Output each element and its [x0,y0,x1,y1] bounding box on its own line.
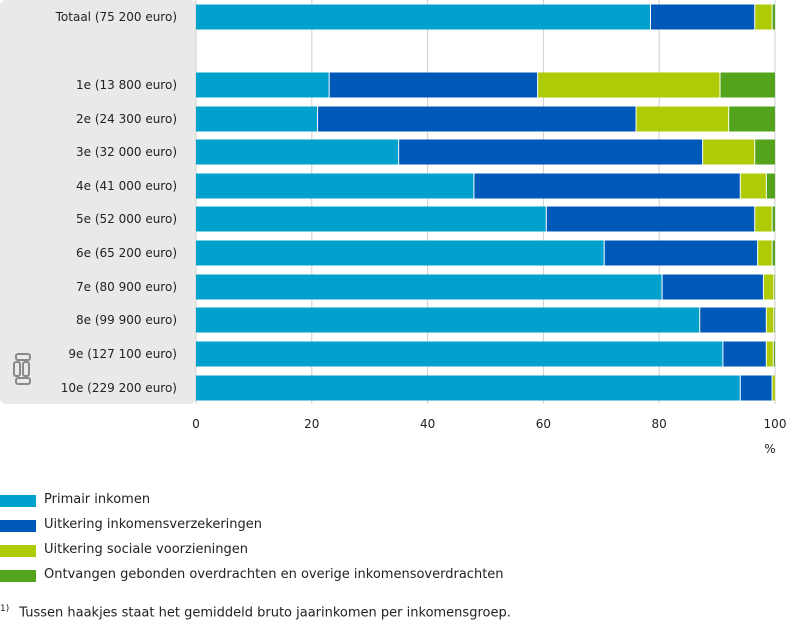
bar-verzekeringen-8 [699,307,767,333]
x-unit-label: % [764,442,775,456]
category-label-0: Totaal (75 200 euro) [55,10,177,24]
plot-panel [0,0,196,404]
bar-verzekeringen-4 [473,173,741,199]
legend-item-voorzieningen: Uitkering sociale voorzieningen [0,541,600,559]
x-tick-label-40: 40 [420,417,435,431]
legend-item-primair: Primair inkomen [0,491,600,509]
x-tick-label-80: 80 [652,417,667,431]
bar-primair-5 [196,206,547,232]
x-axis: 0 20 40 60 80 100 [192,417,786,431]
bar-voorzieningen-5 [754,206,773,232]
bar-voorzieningen-1 [537,72,720,98]
bar-verzekeringen-10 [740,375,773,401]
bar-voorzieningen-2 [636,106,729,132]
category-label-6: 6e (65 200 euro) [76,246,177,260]
bar-primair-0 [196,4,651,30]
category-label-4: 4e (41 000 euro) [76,179,177,193]
category-label-8: 8e (99 900 euro) [76,313,177,327]
cbs-logo-icon [13,353,31,385]
bar-overdrachten-4 [766,173,775,199]
legend-swatch-verzekeringen [0,520,36,532]
category-label-5: 5e (52 000 euro) [76,212,177,226]
bar-primair-6 [196,240,605,266]
bar-overdrachten-5 [772,206,775,232]
footnote-mark: 1) [0,604,10,614]
footnote: 1) Tussen haakjes staat het gemiddeld bru… [0,604,511,620]
bar-primair-4 [196,173,474,199]
x-tick-label-100: 100 [764,417,786,431]
bar-verzekeringen-2 [317,106,637,132]
legend-item-verzekeringen: Uitkering inkomensverzekeringen [0,516,600,534]
legend-item-overdrachten: Ontvangen gebonden overdrachten en overi… [0,566,600,584]
bar-primair-7 [196,274,663,300]
bar-primair-10 [196,375,741,401]
bar-primair-3 [196,139,399,165]
legend-label-voorzieningen: Uitkering sociale voorzieningen [44,542,249,557]
bar-verzekeringen-9 [722,341,767,367]
bar-voorzieningen-8 [766,307,774,333]
legend-label-overdrachten: Ontvangen gebonden overdrachten en overi… [44,567,504,582]
bar-voorzieningen-10 [772,375,775,401]
bar-overdrachten-6 [772,240,775,266]
bar-voorzieningen-9 [766,341,774,367]
footnote-text: Tussen haakjes staat het gemiddeld bruto… [19,605,511,621]
legend-swatch-voorzieningen [0,545,36,557]
category-label-2: 2e (24 300 euro) [76,112,177,126]
bar-verzekeringen-6 [604,240,758,266]
bar-voorzieningen-3 [702,139,755,165]
bar-verzekeringen-3 [398,139,703,165]
bar-overdrachten-8 [773,307,775,333]
bar-verzekeringen-1 [329,72,538,98]
x-tick-label-20: 20 [304,417,319,431]
bar-overdrachten-0 [772,4,775,30]
bar-primair-1 [196,72,330,98]
category-label-7: 7e (80 900 euro) [76,280,177,294]
bar-verzekeringen-7 [662,274,764,300]
bar-primair-2 [196,106,318,132]
category-labels: Totaal (75 200 euro) 1e (13 800 euro) 2e (… [55,10,177,395]
category-label-10: 10e (229 200 euro) [61,381,177,395]
category-label-3: 3e (32 000 euro) [76,145,177,159]
bar-voorzieningen-4 [740,173,767,199]
bar-overdrachten-2 [728,106,775,132]
bar-voorzieningen-6 [757,240,773,266]
chart: Totaal (75 200 euro) 1e (13 800 euro) 2e (… [0,0,786,456]
x-tick-label-60: 60 [536,417,551,431]
bar-verzekeringen-5 [546,206,755,232]
legend-swatch-primair [0,495,36,507]
bar-overdrachten-7 [773,274,775,300]
legend-label-verzekeringen: Uitkering inkomensverzekeringen [44,517,263,532]
bar-primair-9 [196,341,723,367]
legend-swatch-overdrachten [0,570,36,582]
bar-overdrachten-1 [719,72,775,98]
gridlines [195,0,776,404]
bar-verzekeringen-0 [650,4,755,30]
legend-label-primair: Primair inkomen [44,492,151,507]
bar-voorzieningen-7 [763,274,774,300]
bar-voorzieningen-0 [754,4,773,30]
bar-overdrachten-3 [754,139,775,165]
category-label-1: 1e (13 800 euro) [76,78,177,92]
x-tick-label-0: 0 [192,417,200,431]
bar-overdrachten-9 [773,341,775,367]
bars [196,4,777,401]
bar-primair-8 [196,307,700,333]
category-label-9: 9e (127 100 euro) [68,347,177,361]
